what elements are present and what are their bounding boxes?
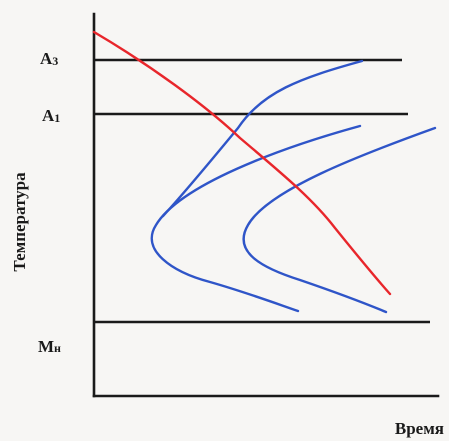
c-curve-outer-start (161, 59, 364, 218)
y-axis-label: Температура (10, 172, 29, 272)
cooling-curve (92, 30, 392, 296)
a1-label: A1 (42, 106, 60, 125)
mn-label: Мн (38, 337, 61, 356)
c-curve-finish (242, 126, 437, 314)
a3-label: A3 (40, 49, 58, 68)
x-axis-label: Время (395, 419, 444, 438)
